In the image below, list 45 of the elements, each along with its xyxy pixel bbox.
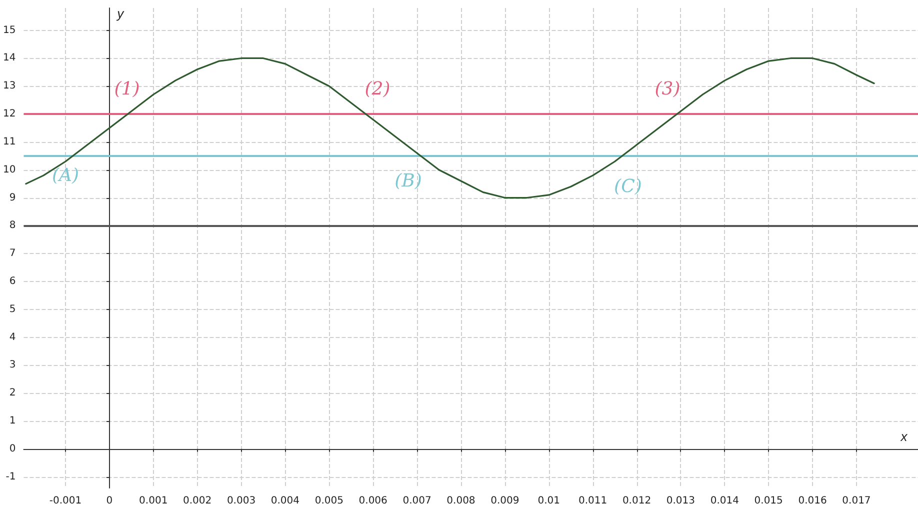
- x-tick-label: 0.012: [622, 496, 652, 506]
- x-tick-label: 0.005: [314, 496, 344, 506]
- x-tick-label: 0.013: [666, 496, 696, 506]
- annotation: (3): [654, 78, 680, 100]
- y-tick-label: 5: [9, 304, 16, 315]
- annotation: (B): [394, 170, 422, 192]
- x-tick-label: 0.016: [798, 496, 827, 506]
- x-axis-title: x: [900, 428, 908, 444]
- y-tick-label: 0: [9, 443, 16, 454]
- y-tick-label: 14: [2, 52, 16, 64]
- x-tick-label: -0.001: [49, 496, 82, 506]
- y-tick-label: 7: [9, 248, 16, 260]
- y-tick-label: 12: [2, 108, 16, 120]
- y-tick-label: 15: [2, 24, 16, 36]
- line-series: [25, 57, 875, 199]
- y-tick-label: 2: [9, 388, 16, 399]
- x-tick-label: 0.007: [402, 496, 432, 506]
- annotation: (C): [614, 176, 642, 198]
- annotation: (2): [364, 78, 390, 100]
- y-tick-label: 10: [2, 164, 16, 176]
- x-tick-label: 0.003: [226, 496, 256, 506]
- x-tick-label: 0.017: [842, 496, 871, 506]
- y-tick-label: 13: [2, 80, 16, 92]
- y-tick-label: 6: [9, 276, 16, 287]
- x-tick-label: 0.01: [538, 496, 560, 506]
- y-tick-label: 4: [9, 332, 16, 343]
- y-axis-title: y: [116, 6, 126, 21]
- x-tick-label: 0.015: [754, 496, 783, 506]
- y-tick-label: 8: [9, 220, 16, 232]
- annotation: (A): [52, 164, 79, 186]
- y-tick-label: 11: [2, 136, 16, 148]
- x-tick-label: 0: [106, 496, 113, 506]
- y-tick-label: 3: [9, 360, 16, 371]
- y-tick-label: 1: [9, 416, 16, 427]
- y-tick-label: 9: [9, 192, 16, 204]
- x-tick-label: 0.002: [182, 496, 212, 506]
- x-tick-label: 0.006: [358, 496, 388, 506]
- x-tick-label: 0.011: [578, 496, 608, 506]
- x-tick-label: 0.014: [710, 496, 739, 506]
- x-tick-label: 0.009: [490, 496, 520, 506]
- y-tick-label: -1: [6, 471, 16, 482]
- x-tick-label: 0.001: [139, 496, 168, 506]
- x-tick-label: 0.004: [270, 496, 300, 506]
- x-tick-label: 0.008: [446, 496, 476, 506]
- annotation: (1): [114, 78, 140, 100]
